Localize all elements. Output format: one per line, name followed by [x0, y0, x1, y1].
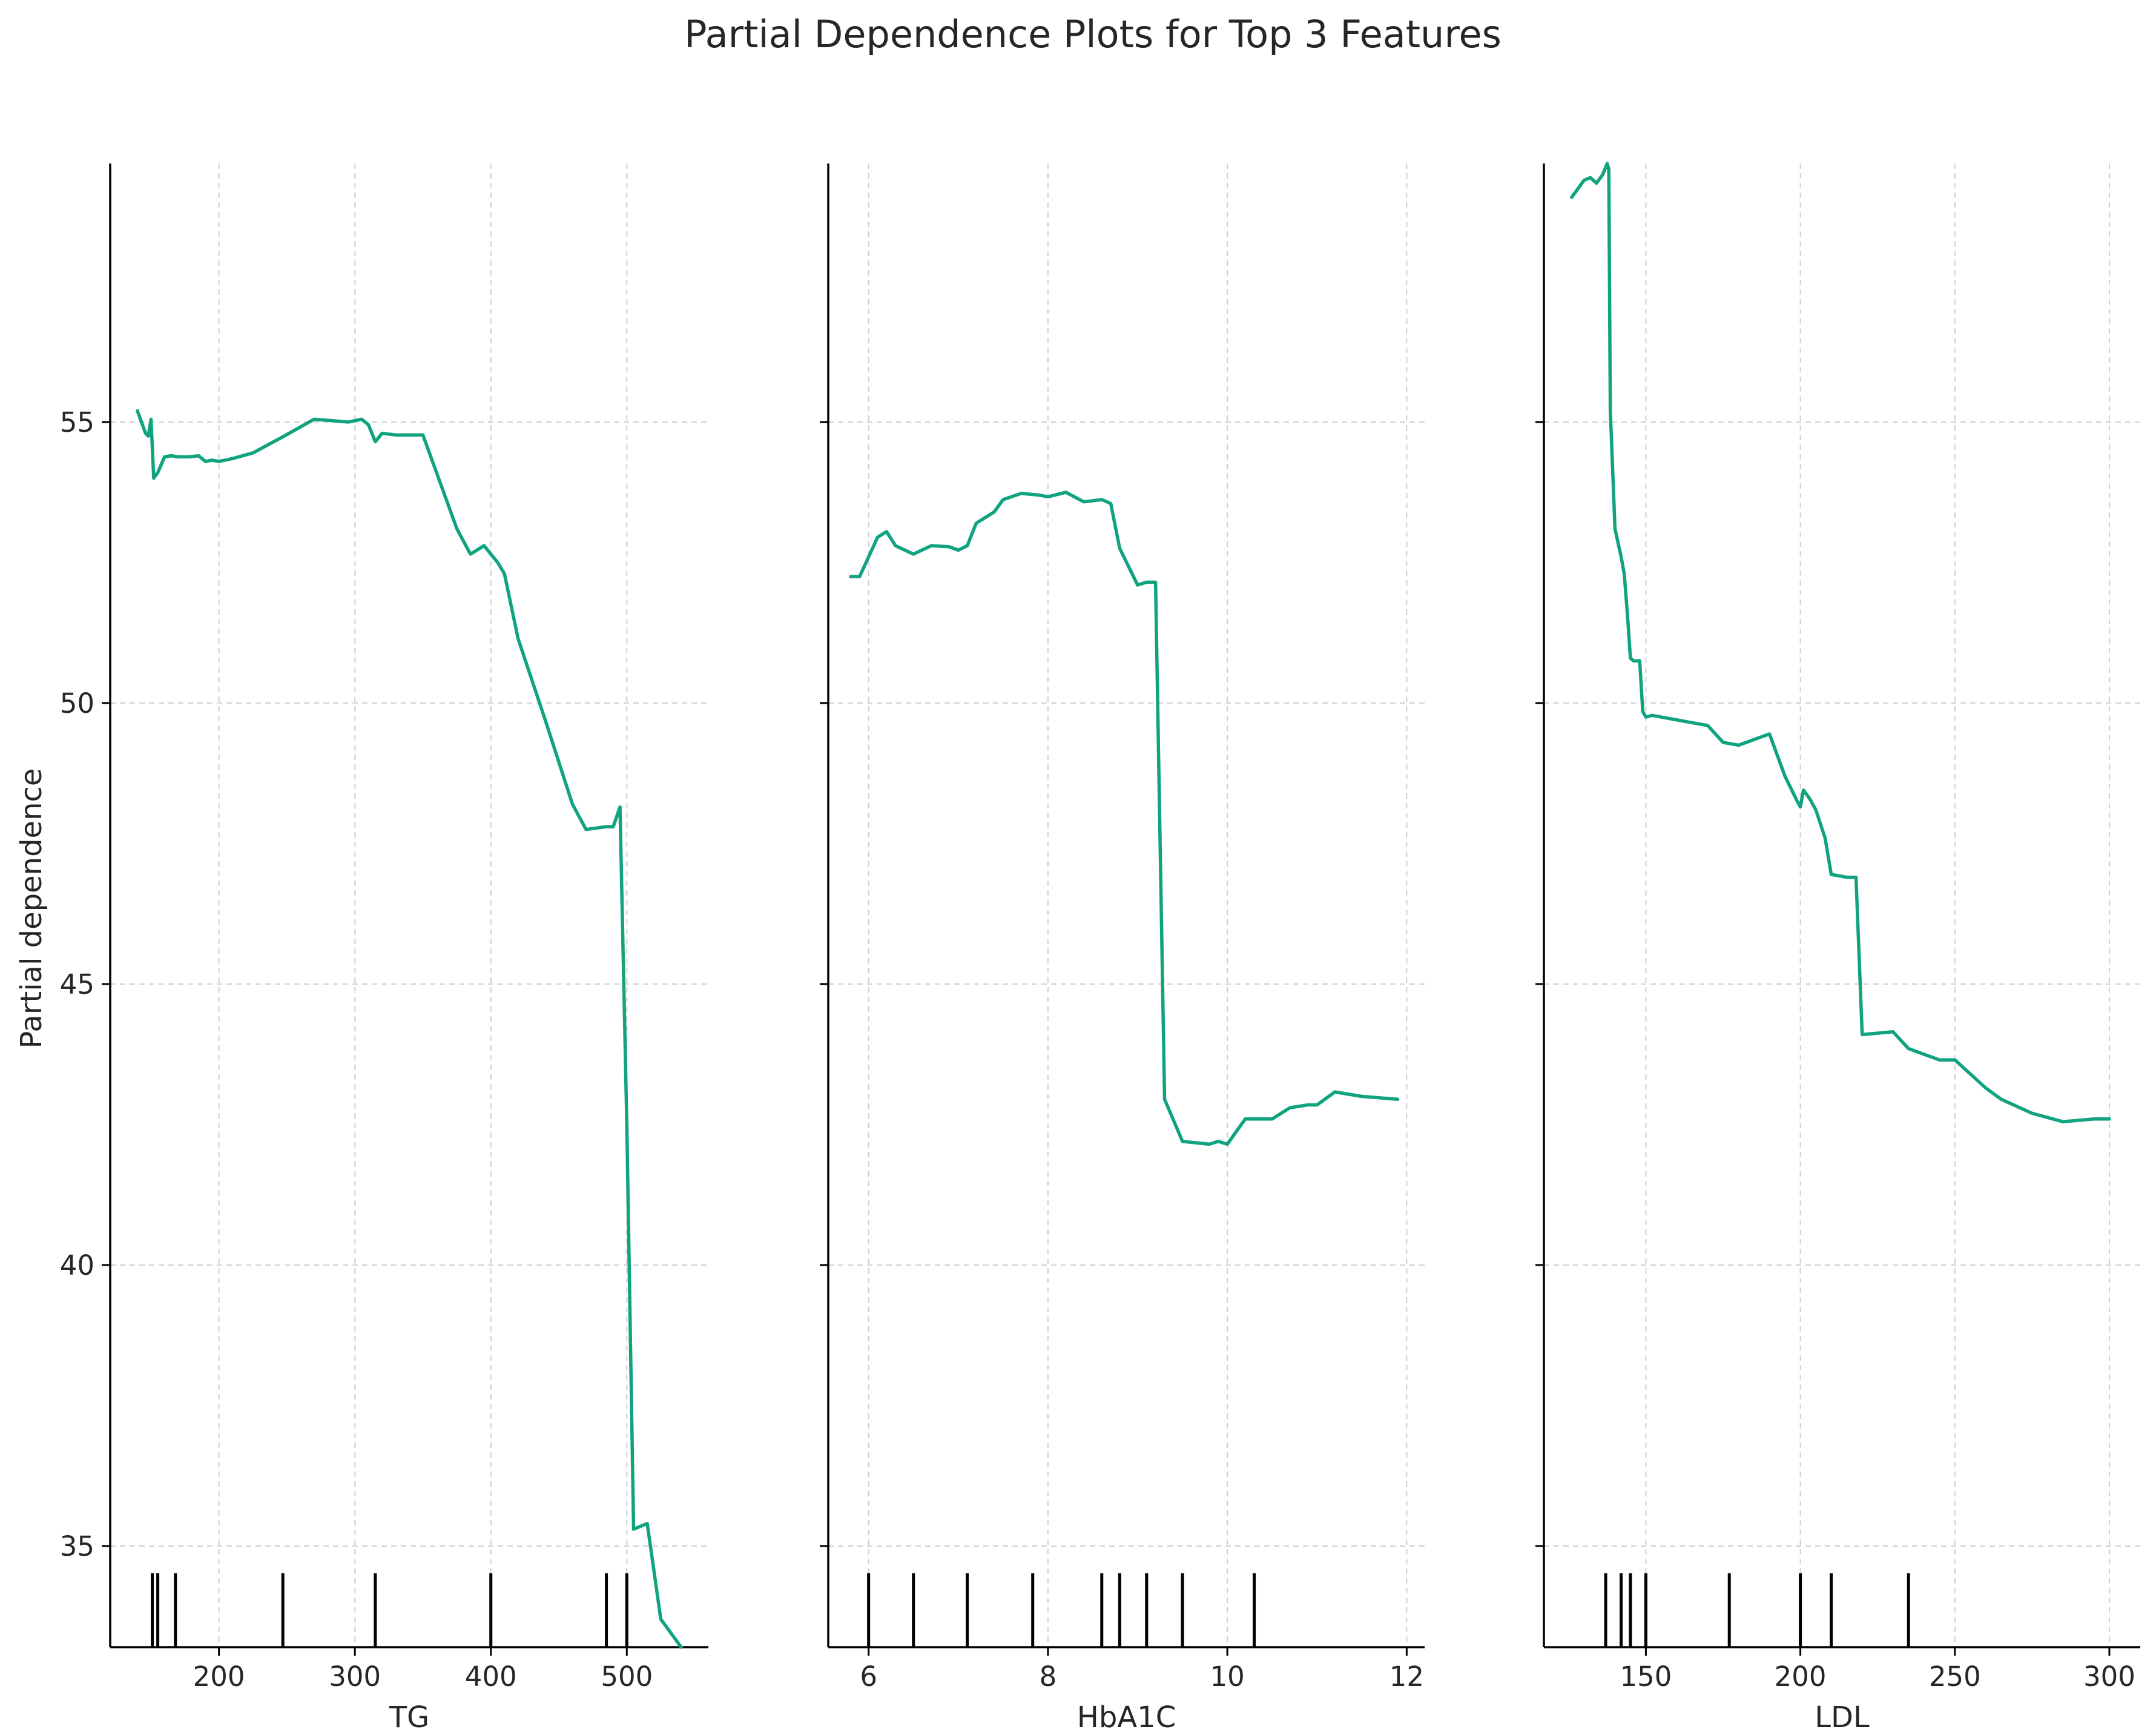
- pd-line-tg: [136, 409, 683, 1649]
- x-tick-label: 400: [465, 1661, 517, 1693]
- x-tick-label: 500: [601, 1661, 653, 1693]
- x-tick-label: 300: [2083, 1661, 2135, 1693]
- pd-line-ldl: [1570, 162, 2111, 1124]
- subplot-tg: 35 40 45 50 55 200 300 400 500 TG: [60, 164, 708, 1734]
- x-tick-label: 200: [1775, 1661, 1827, 1693]
- x-tick-label: 8: [1040, 1661, 1057, 1693]
- y-tick-label: 45: [60, 968, 94, 1000]
- x-tick-label: 6: [860, 1661, 877, 1693]
- x-tick-label: 150: [1620, 1661, 1672, 1693]
- x-axis-label-tg: TG: [389, 1700, 430, 1734]
- x-axis-label-ldl: LDL: [1815, 1700, 1870, 1734]
- x-tick-label: 10: [1210, 1661, 1245, 1693]
- y-tick-label: 50: [60, 687, 94, 719]
- x-tick-label: 12: [1390, 1661, 1424, 1693]
- x-tick-label: 250: [1929, 1661, 1981, 1693]
- pd-line-hba1c: [849, 491, 1400, 1146]
- subplot-ldl: 150 200 250 300 LDL: [1535, 162, 2140, 1734]
- y-axis-label: Partial dependence: [15, 768, 48, 1049]
- x-axis-label-hba1c: HbA1C: [1077, 1700, 1176, 1734]
- x-tick-label: 300: [329, 1661, 381, 1693]
- x-tick-label: 200: [193, 1661, 245, 1693]
- figure-title: Partial Dependence Plots for Top 3 Featu…: [684, 12, 1502, 56]
- y-tick-label: 55: [60, 406, 94, 438]
- subplot-hba1c: 6 8 10 12 HbA1C: [820, 164, 1425, 1734]
- y-tick-label: 35: [60, 1530, 94, 1562]
- y-tick-label: 40: [60, 1249, 94, 1281]
